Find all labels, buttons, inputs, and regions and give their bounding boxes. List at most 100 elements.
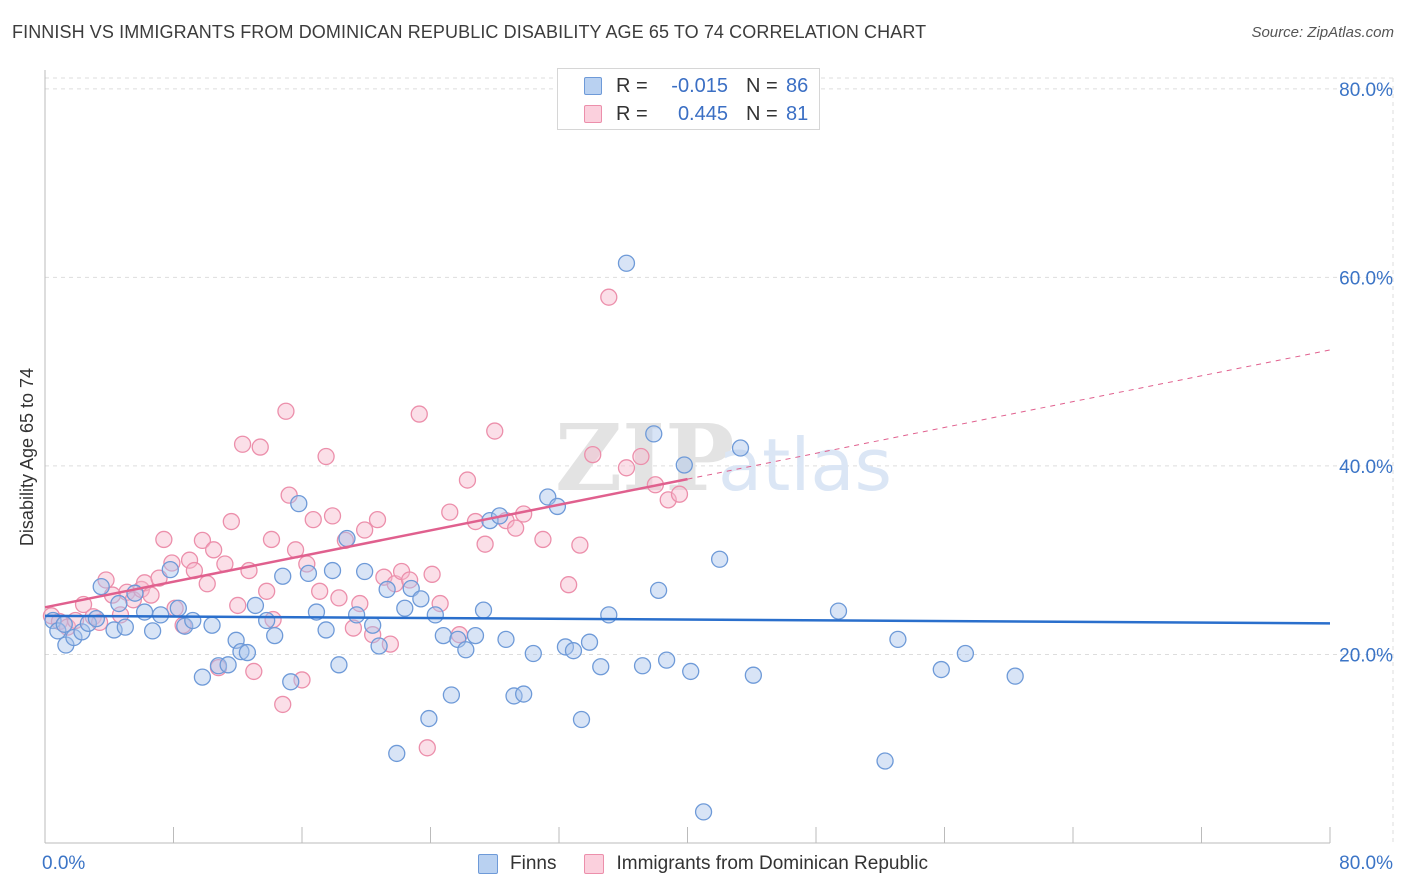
finns-point-79: [731, 439, 750, 457]
dom-point-76: [617, 459, 636, 477]
finns-point-50: [434, 626, 453, 645]
series-swatch-dom: [584, 854, 605, 874]
dom-point-75: [600, 288, 618, 306]
finns-point-76: [682, 662, 700, 681]
dom-point-29: [233, 435, 252, 453]
x-tick-label-min: 0.0%: [42, 853, 85, 874]
finns-point-49: [426, 606, 444, 624]
finns-point-1: [49, 622, 67, 640]
dom-point-77: [632, 447, 650, 466]
finns-point-85: [956, 644, 975, 663]
legend-row-finns: R = -0.015 N = 86: [584, 74, 808, 98]
finns-point-64: [556, 638, 575, 656]
finns-point-53: [457, 641, 475, 659]
dom-point-45: [323, 507, 342, 525]
finns-point-68: [592, 658, 610, 676]
dom-point-59: [418, 739, 436, 757]
axes: [44, 70, 1331, 844]
dom-point-32: [251, 438, 269, 456]
dom-point-50: [355, 521, 374, 539]
legend-r-label: R =: [616, 102, 648, 125]
dom-point-67: [486, 422, 504, 440]
series-legend: Finns Immigrants from Dominican Republic: [0, 853, 1406, 875]
legend-row-dom: R = 0.445 N = 81: [584, 102, 808, 126]
dom-point-22: [193, 531, 212, 550]
legend-r-label: R =: [616, 74, 648, 97]
finns-point-83: [889, 630, 907, 649]
watermark: ZIP atlas: [555, 404, 892, 512]
finns-point-19: [184, 611, 202, 630]
dom-point-31: [245, 662, 263, 681]
series-legend-finns: Finns: [478, 853, 556, 875]
finns-point-55: [474, 601, 493, 619]
finns-point-17: [169, 599, 187, 617]
axis-labels: 20.0% 40.0% 60.0% 80.0% 0.0% 80.0% Disability …: [17, 80, 1393, 874]
finns-point-41: [364, 616, 382, 634]
finns-point-39: [347, 606, 366, 624]
finns-point-23: [219, 656, 237, 674]
dom-point-36: [274, 695, 292, 714]
finns-point-86: [1006, 667, 1024, 685]
finns-point-11: [116, 618, 134, 636]
dom-point-62: [441, 503, 459, 521]
finns-point-65: [564, 642, 583, 660]
finns-point-81: [829, 602, 848, 620]
dom-point-72: [559, 576, 578, 594]
dom-point-69: [506, 519, 525, 537]
finns-point-70: [617, 254, 636, 272]
finns-point-7: [87, 609, 106, 628]
legend-swatch-dom: [584, 105, 602, 123]
finns-point-47: [412, 590, 430, 608]
finns-point-33: [299, 564, 318, 583]
finns-point-40: [355, 562, 374, 581]
finns-point-71: [633, 657, 652, 675]
finns-point-31: [282, 673, 300, 691]
dom-point-52: [368, 511, 387, 529]
finns-point-67: [580, 633, 599, 651]
finns-point-35: [317, 621, 335, 639]
finns-point-30: [274, 567, 292, 585]
chart-title: FINNISH VS IMMIGRANTS FROM DOMINICAN REP…: [12, 22, 927, 42]
finns-point-16: [161, 560, 179, 579]
finns-point-25: [232, 642, 250, 661]
finns-point-20: [193, 668, 212, 686]
y-axis-label: Disability Age 65 to 74: [17, 368, 37, 546]
finns-point-14: [143, 622, 162, 640]
legend-n-value: 86: [786, 74, 809, 97]
dom-point-64: [458, 471, 477, 489]
dom-point-23: [198, 575, 216, 593]
finns-point-74: [657, 651, 676, 669]
finns-point-26: [238, 643, 257, 662]
finns-point-21: [203, 616, 221, 634]
legend-swatch-finns: [584, 77, 602, 95]
legend-n-value: 81: [786, 102, 809, 125]
finns-point-27: [246, 596, 265, 615]
finns-point-66: [572, 710, 591, 729]
finns-trend-line: [44, 614, 1331, 625]
points-dominican: [42, 288, 689, 757]
y-tick-label-1: 40.0%: [1339, 457, 1393, 478]
finns-point-60: [515, 685, 533, 703]
finns-point-69: [600, 606, 618, 624]
legend-n-label: N =: [746, 74, 778, 97]
finns-point-42: [370, 637, 388, 655]
dom-point-33: [258, 582, 276, 600]
finns-point-9: [105, 621, 123, 639]
legend-r-value: -0.015: [671, 74, 728, 97]
dom-point-58: [410, 405, 428, 423]
dom-point-24: [205, 541, 223, 559]
dom-point-28: [229, 596, 247, 615]
series-swatch-finns: [478, 854, 499, 874]
y-tick-label-3: 80.0%: [1339, 80, 1393, 101]
x-tick-label-max: 80.0%: [1339, 853, 1393, 874]
dom-point-49: [351, 594, 369, 613]
series-label-dom: Immigrants from Dominican Republic: [616, 853, 928, 874]
dom-point-44: [317, 447, 335, 466]
legend: R = -0.015 N = 86 R = 0.445 N = 81: [557, 68, 820, 130]
series-legend-dom: Immigrants from Dominican Republic: [584, 853, 928, 875]
dom-point-27: [222, 512, 240, 531]
finns-point-48: [420, 709, 438, 728]
dom-point-73: [571, 536, 589, 554]
finns-point-10: [110, 594, 128, 613]
dom-point-80: [670, 485, 689, 503]
